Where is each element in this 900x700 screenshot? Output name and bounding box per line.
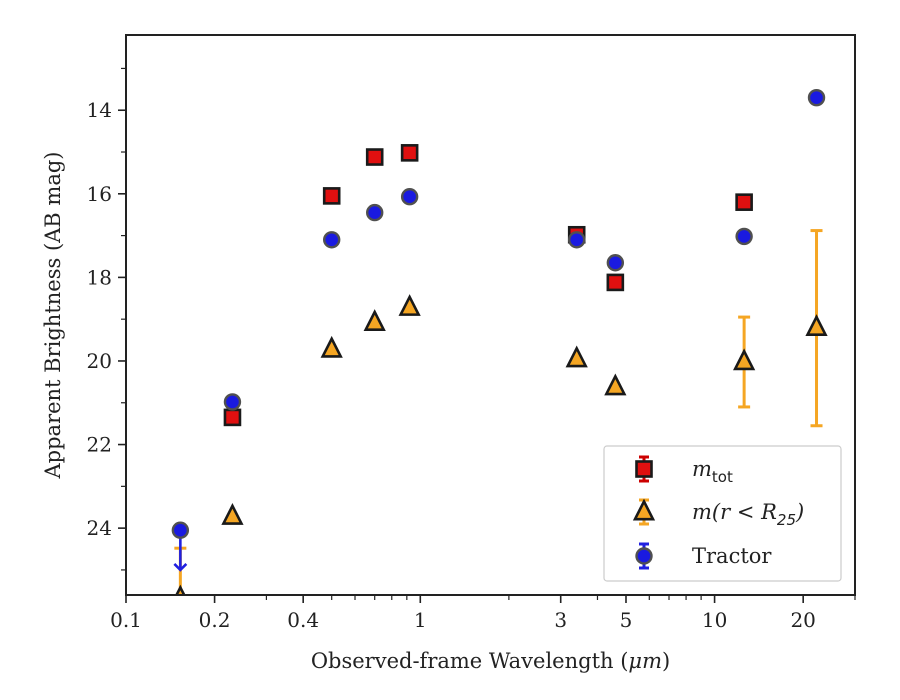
square-marker bbox=[635, 460, 653, 478]
y-tick-label: 16 bbox=[87, 182, 112, 206]
circle-marker bbox=[366, 203, 384, 222]
clipped-marker bbox=[175, 584, 186, 595]
data-markers bbox=[171, 88, 828, 595]
circle-marker bbox=[735, 227, 753, 246]
x-tick-label: 1 bbox=[414, 608, 427, 632]
x-tick-label: 0.2 bbox=[199, 608, 231, 632]
circle-marker bbox=[606, 254, 625, 272]
triangle-marker bbox=[221, 503, 244, 525]
y-axis-label: Apparent Brightness (AB mag) bbox=[41, 152, 65, 480]
circle-marker bbox=[400, 188, 419, 206]
plot-frame bbox=[125, 34, 856, 596]
legend-label-tractor: Tractor bbox=[692, 544, 772, 568]
legend-box bbox=[603, 445, 842, 582]
y-tick-label: 18 bbox=[87, 265, 112, 289]
circle-marker bbox=[807, 88, 826, 107]
legend: mtot m(r < R25) Tractor bbox=[603, 445, 842, 582]
y-tick-label: 22 bbox=[87, 433, 112, 457]
x-tick-label: 0.4 bbox=[287, 608, 319, 632]
triangle-marker bbox=[363, 309, 386, 331]
x-tick-label: 3 bbox=[554, 608, 567, 632]
triangle-marker bbox=[398, 294, 421, 316]
axis-ticks: 0.1 0.2 0.4 1 3 5 10 20 14 16 18 20 22 24 bbox=[87, 67, 856, 632]
triangle-marker bbox=[565, 345, 588, 368]
circle-marker bbox=[223, 393, 242, 411]
x-axis-label-close: ) bbox=[662, 649, 670, 673]
y-tick-label: 20 bbox=[87, 349, 112, 373]
triangle-marker bbox=[604, 373, 627, 396]
triangle-marker bbox=[320, 335, 343, 358]
triangle-marker bbox=[632, 498, 656, 521]
x-tick-label: 10 bbox=[702, 608, 727, 632]
square-marker bbox=[606, 273, 625, 292]
y-tick-label: 14 bbox=[87, 98, 112, 122]
square-marker bbox=[322, 187, 341, 205]
arrow-head bbox=[173, 563, 188, 572]
triangle-marker bbox=[805, 314, 828, 336]
x-axis-label-unit: μm bbox=[628, 649, 662, 673]
x-tick-label: 20 bbox=[790, 608, 815, 632]
square-marker bbox=[735, 193, 753, 211]
square-marker bbox=[223, 408, 242, 427]
circle-marker bbox=[568, 231, 586, 249]
x-tick-label: 0.1 bbox=[110, 608, 142, 632]
legend-label-mtot: mtot bbox=[692, 457, 733, 486]
legend-label-mr25: m(r < R25) bbox=[692, 500, 804, 529]
x-tick-label: 5 bbox=[620, 608, 633, 632]
triangle-marker bbox=[175, 584, 186, 595]
y-tick-label: 24 bbox=[87, 516, 112, 540]
square-marker bbox=[400, 144, 419, 162]
circle-marker bbox=[323, 231, 341, 249]
x-axis-label-text: Observed-frame Wavelength ( bbox=[311, 649, 629, 673]
x-axis-label: Observed-frame Wavelength (μm) bbox=[311, 649, 670, 673]
circle-marker bbox=[171, 521, 190, 539]
triangle-marker bbox=[733, 348, 756, 371]
square-marker bbox=[365, 148, 384, 166]
circle-marker bbox=[635, 547, 653, 565]
